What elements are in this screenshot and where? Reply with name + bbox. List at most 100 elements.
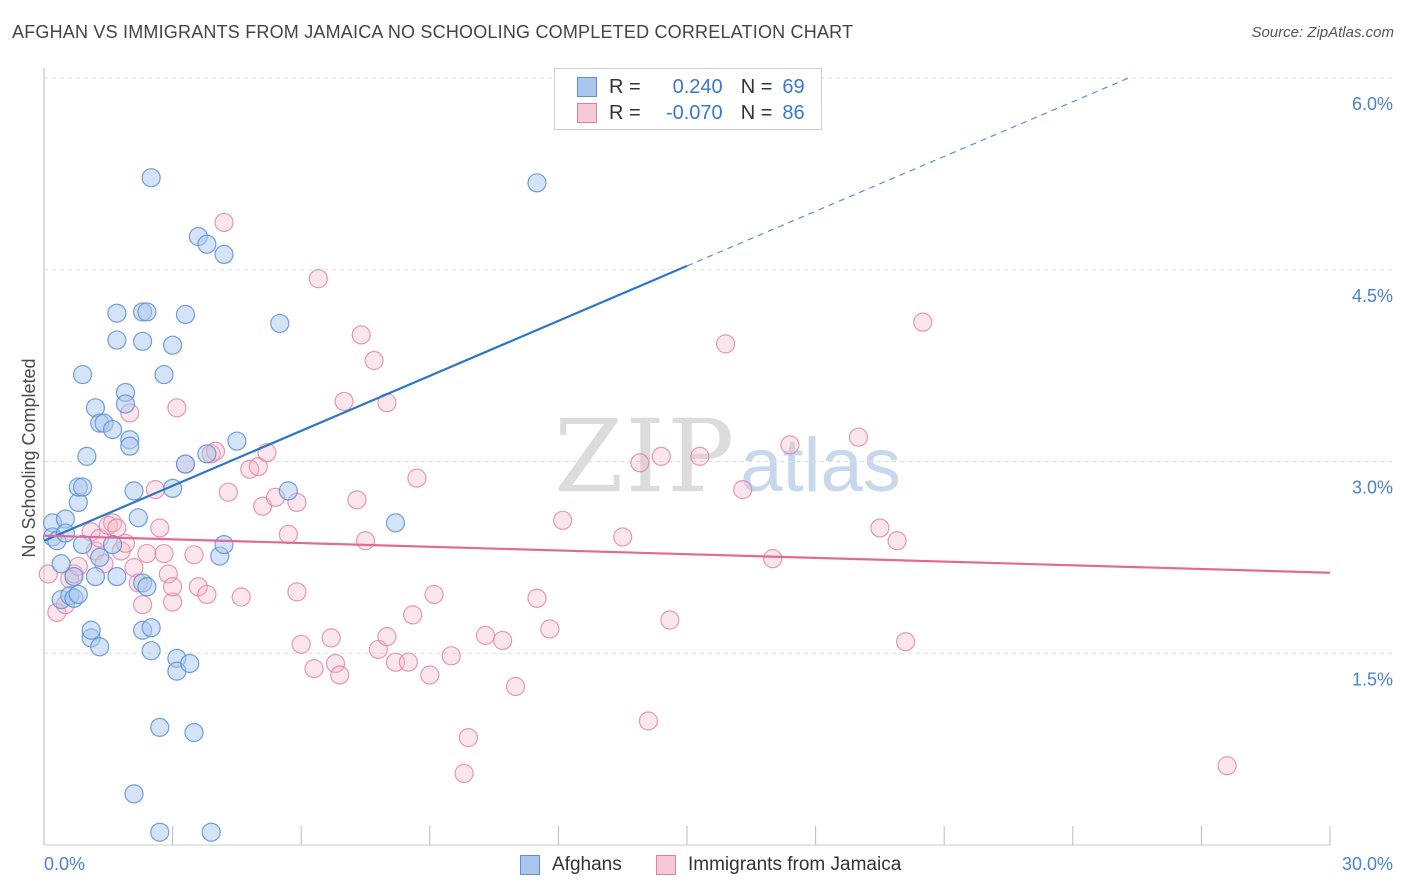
- legend-swatch-pink: [577, 103, 597, 123]
- afghan-point: [201, 822, 221, 842]
- x-tick-label: 0.0%: [44, 854, 85, 874]
- legend-n-value: 86: [782, 101, 805, 124]
- afghan-point: [128, 508, 148, 528]
- y-tick-label: 4.5%: [1352, 286, 1393, 306]
- afghan-point: [141, 618, 161, 638]
- jamaica-point: [913, 312, 933, 332]
- jamaica-point: [287, 582, 307, 602]
- jamaica-point: [475, 625, 496, 645]
- jamaica-point: [351, 325, 371, 345]
- jamaica-point: [218, 482, 238, 502]
- jamaica-point: [763, 549, 783, 569]
- jamaica-point: [124, 558, 144, 578]
- jamaica-point: [308, 269, 328, 289]
- legend-swatch-blue: [577, 77, 597, 97]
- afghan-point: [107, 303, 127, 323]
- afghan-point: [72, 364, 93, 385]
- series-jamaica-points: [38, 212, 1237, 784]
- afghan-point: [102, 534, 123, 555]
- jamaica-point: [304, 658, 324, 679]
- y-tick-label: 3.0%: [1352, 478, 1393, 498]
- jamaica-point: [690, 446, 710, 466]
- trend-lines: [43, 77, 1331, 574]
- jamaica-point: [715, 334, 736, 354]
- jamaica-point: [638, 711, 659, 731]
- jamaica-point: [334, 391, 354, 412]
- jamaica-point: [364, 350, 384, 371]
- jamaica-point: [150, 518, 170, 538]
- afghan-point: [90, 637, 110, 657]
- jamaica-trend-line: [43, 534, 1331, 574]
- afghan-point: [120, 436, 140, 456]
- jamaica-point: [377, 627, 397, 647]
- correlation-legend: R = 0.240 N = 69 R = -0.070 N = 86: [554, 68, 822, 130]
- jamaica-point: [231, 587, 251, 607]
- watermark-atlas: atlas: [740, 423, 901, 508]
- jamaica-point: [330, 665, 350, 685]
- afghan-point: [214, 534, 234, 555]
- jamaica-point: [347, 490, 367, 510]
- afghan-point: [77, 446, 97, 466]
- afghan-point: [72, 477, 93, 497]
- afghan-point: [214, 244, 234, 265]
- jamaica-point: [660, 610, 680, 630]
- chart-title: AFGHAN VS IMMIGRANTS FROM JAMAICA NO SCH…: [12, 22, 854, 42]
- afghan-point: [150, 717, 170, 737]
- afghan-point: [197, 444, 217, 464]
- afghan-point: [64, 566, 84, 587]
- afghan-point: [85, 566, 106, 587]
- afghan-point: [55, 523, 76, 543]
- jamaica-point: [630, 453, 650, 473]
- jamaica-point: [1217, 756, 1237, 776]
- jamaica-point: [154, 543, 174, 564]
- afghan-point: [115, 394, 136, 414]
- legend-n-label: N =: [740, 75, 773, 98]
- jamaica-point: [355, 531, 376, 551]
- bottom-legend-swatch-pink: [656, 855, 676, 875]
- jamaica-point: [278, 524, 298, 544]
- jamaica-point: [403, 605, 423, 625]
- jamaica-point: [137, 543, 157, 564]
- y-axis-label: No Schooling Completed: [19, 358, 39, 557]
- afghan-point: [141, 641, 161, 661]
- jamaica-point: [613, 527, 633, 547]
- axes: [43, 68, 1331, 846]
- bottom-legend-jamaica: Immigrants from Jamaica: [656, 852, 901, 878]
- afghans-trend-line: [43, 264, 688, 542]
- watermark-zip: ZIP: [554, 398, 737, 515]
- jamaica-point: [398, 652, 418, 672]
- afghan-point: [107, 566, 127, 587]
- afghan-point: [81, 620, 101, 640]
- jamaica-point: [184, 545, 204, 565]
- jamaica-point: [848, 427, 869, 447]
- afghan-point: [51, 554, 71, 574]
- jamaica-point: [167, 398, 187, 418]
- jamaica-point: [325, 653, 346, 674]
- jamaica-point: [780, 435, 800, 455]
- afghan-point: [227, 431, 247, 451]
- afghan-point: [150, 822, 170, 842]
- bottom-legend-afghans: Afghans: [520, 852, 622, 878]
- y-tick-label: 1.5%: [1352, 669, 1393, 689]
- legend-r-value: 0.240: [672, 75, 723, 98]
- jamaica-point: [458, 728, 478, 748]
- jamaica-point: [38, 564, 58, 584]
- afghan-point: [137, 577, 157, 597]
- afghan-point: [72, 534, 93, 555]
- jamaica-point: [291, 634, 311, 654]
- jamaica-point: [651, 446, 671, 466]
- jamaica-point: [870, 518, 890, 538]
- legend-r-value: -0.070: [665, 101, 723, 124]
- afghans-trend-extension: [686, 77, 1129, 267]
- source-credit: Source: ZipAtlas.com: [1251, 24, 1394, 41]
- y-tick-label: 6.0%: [1352, 94, 1393, 114]
- jamaica-point: [163, 577, 183, 597]
- afghan-point: [270, 313, 290, 334]
- jamaica-point: [248, 457, 268, 477]
- afghan-point: [175, 304, 196, 325]
- jamaica-point: [540, 619, 560, 639]
- afghan-point: [124, 481, 144, 501]
- afghan-point: [385, 513, 406, 533]
- jamaica-point: [321, 628, 341, 648]
